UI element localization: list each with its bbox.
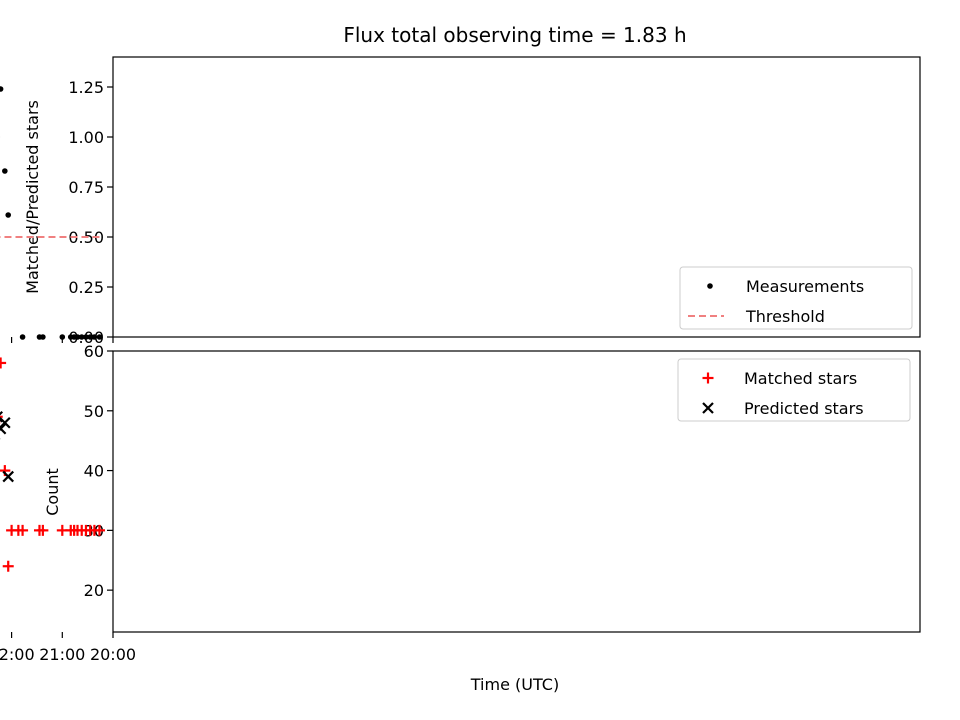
- measurement-point: [59, 334, 66, 340]
- matched-star-point: [33, 524, 45, 536]
- y-tick-label: 40: [84, 462, 104, 481]
- predicted-star-point: [0, 416, 11, 429]
- legend-swatch: [702, 372, 714, 384]
- matched-star-point: [0, 357, 7, 369]
- measurement-point: [5, 212, 12, 218]
- y-tick-label: 20: [84, 581, 104, 600]
- measurement-point: [36, 334, 43, 340]
- measurement-point: [2, 168, 8, 174]
- legend-label: Matched stars: [744, 369, 857, 388]
- axes-frame: [112, 56, 921, 338]
- y-tick-label: 50: [84, 402, 104, 421]
- measurement-point: [96, 334, 103, 340]
- bottom-y-axis-label: Count: [43, 468, 62, 516]
- legend-label: Measurements: [746, 277, 864, 296]
- matched-star-point: [2, 560, 14, 572]
- top-y-axis-label: Matched/Predicted stars: [23, 100, 42, 294]
- x-tick-label: 20:00: [90, 645, 136, 664]
- matched-star-point: [6, 524, 18, 536]
- y-tick-label: 1.25: [68, 78, 104, 97]
- x-axis-label: Time (UTC): [470, 675, 559, 694]
- star-count-panel: Count Time (UTC) 203040506020:0021:0022:…: [0, 342, 921, 694]
- legend-label: Predicted stars: [744, 399, 864, 418]
- predicted-star-point: [0, 410, 4, 423]
- legend-box: [679, 266, 913, 330]
- matched-star-point: [0, 415, 3, 418]
- y-tick-label: 0.75: [68, 178, 104, 197]
- measurement-point: [78, 334, 85, 340]
- legend-label: Threshold: [745, 307, 825, 326]
- y-tick-label: 60: [84, 342, 104, 361]
- legend-box: [677, 358, 911, 422]
- legend-swatch: [702, 402, 714, 414]
- measurement-point: [67, 334, 74, 340]
- measurement-point: [91, 334, 98, 340]
- measurement-point: [0, 86, 4, 92]
- plot-title: Flux total observing time = 1.83 h: [343, 23, 686, 47]
- predicted-star-point: [0, 422, 7, 435]
- measurement-point: [87, 334, 93, 340]
- legend-swatch: [707, 283, 713, 289]
- y-tick-label: 1.00: [68, 128, 104, 147]
- y-tick-label: 0.25: [68, 278, 104, 297]
- measurement-point: [19, 334, 26, 340]
- measurement-point: [83, 334, 89, 340]
- matched-star-point: [56, 524, 68, 536]
- predicted-star-point: [2, 470, 14, 483]
- flux-ratio-panel: Flux total observing time = 1.83 h Match…: [0, 23, 921, 347]
- x-tick-label: 21:00: [39, 645, 85, 664]
- x-tick-label: 22:00: [0, 645, 35, 664]
- axes-frame: [112, 350, 921, 633]
